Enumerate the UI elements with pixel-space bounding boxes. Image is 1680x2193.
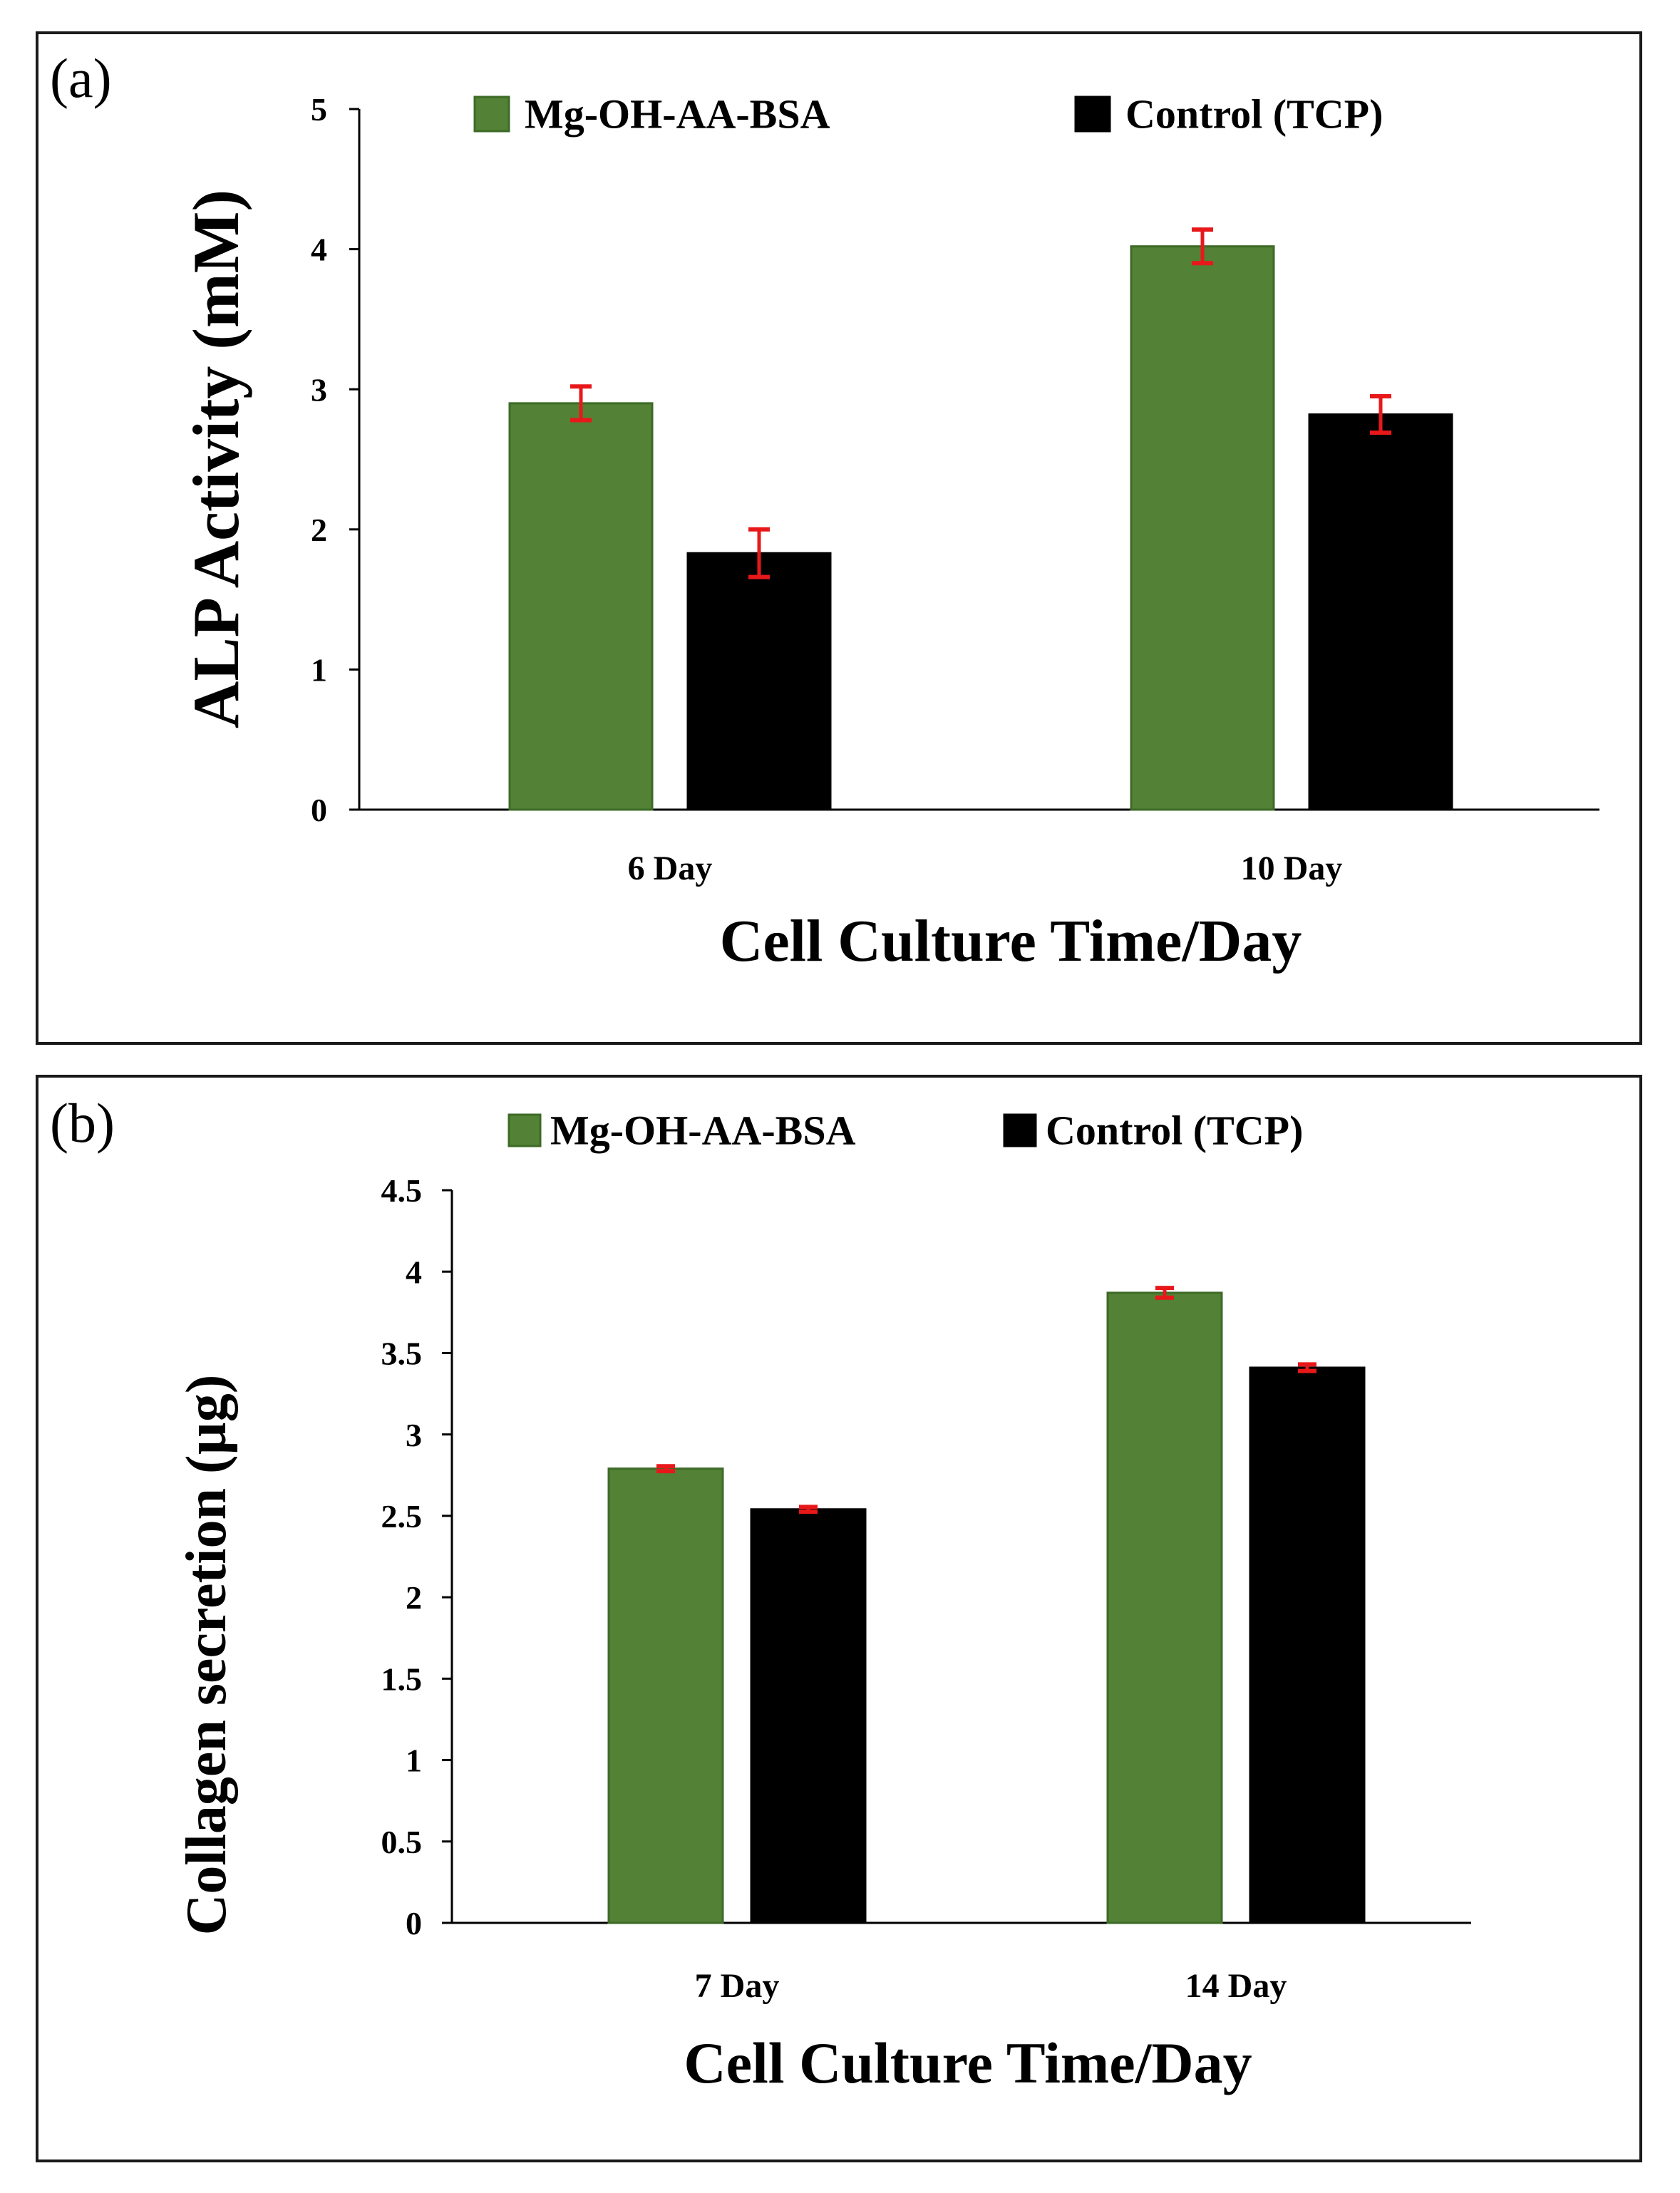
error-bar [1298, 1362, 1316, 1373]
x-tick-label: 6 Day [628, 850, 713, 887]
legend-label-mg-oh-aa-bsa: Mg-OH-AA-BSA [550, 1108, 856, 1154]
y-tick-label: 3.5 [381, 1336, 423, 1372]
y-tick-label: 4.5 [381, 1172, 423, 1209]
bar-control-tcp-1 [686, 552, 832, 811]
y-tick-label: 3 [406, 1417, 422, 1453]
legend: Mg-OH-AA-BSA Control (TCP) [473, 91, 1383, 138]
legend-label-mg-oh-aa-bsa: Mg-OH-AA-BSA [525, 91, 830, 138]
chart-panel-b: (b) 0 0.5 1 1.5 2 2.5 3 3.5 4 4.5 7 Day 14 Day Collag… [36, 1075, 1642, 2162]
bar-control-tcp-2 [1308, 413, 1453, 811]
bar-mg-oh-aa-bsa-1 [508, 402, 654, 811]
error-bar [1192, 227, 1213, 266]
legend-swatch-mg-oh-aa-bsa [507, 1113, 542, 1147]
x-axis-title: Cell Culture Time/Day [720, 908, 1302, 974]
y-tick-label: 2.5 [381, 1498, 423, 1534]
alp-activity-chart: (a) 0 1 2 3 4 5 6 Day 10 Day ALP Activity (mM) Cel… [50, 47, 1599, 974]
x-tick-label: 10 Day [1241, 850, 1343, 887]
error-bar [656, 1464, 675, 1474]
error-bar [570, 384, 592, 423]
x-tick-label: 14 Day [1185, 1967, 1287, 2005]
collagen-secretion-chart: (b) 0 0.5 1 1.5 2 2.5 3 3.5 4 4.5 7 Day 14 Day Collag… [50, 1092, 1471, 2095]
x-axis-title: Cell Culture Time/Day [684, 2031, 1252, 2095]
bar-mg-oh-aa-bsa-1 [607, 1467, 724, 1924]
error-bar [1155, 1286, 1174, 1300]
y-axis-title: ALP Activity (mM) [180, 190, 252, 728]
y-tick-label: 1 [311, 652, 327, 688]
y-tick-label: 0 [311, 792, 327, 828]
panel-label: (a) [50, 47, 112, 109]
legend-swatch-mg-oh-aa-bsa [473, 96, 510, 133]
bar-control-tcp-2 [1249, 1366, 1366, 1924]
y-tick-label: 5 [311, 91, 327, 128]
legend-swatch-control-tcp [1074, 96, 1111, 133]
y-tick-label: 2 [311, 512, 327, 548]
error-bar [1370, 394, 1391, 435]
bar-mg-oh-aa-bsa-2 [1106, 1291, 1223, 1924]
legend-swatch-control-tcp [1003, 1113, 1037, 1147]
y-tick-label: 4 [406, 1254, 422, 1290]
y-tick-label: 1 [406, 1743, 422, 1779]
y-tick-label: 3 [311, 371, 327, 408]
y-tick-label: 0 [406, 1905, 422, 1941]
error-bar [799, 1505, 818, 1515]
legend-label-control-tcp: Control (TCP) [1125, 91, 1383, 138]
y-axis-title: Collagen secretion (µg) [175, 1375, 238, 1936]
bar-control-tcp-1 [750, 1508, 867, 1924]
x-tick-label: 7 Day [695, 1967, 780, 2005]
legend: Mg-OH-AA-BSA Control (TCP) [507, 1108, 1303, 1154]
bar-mg-oh-aa-bsa-2 [1130, 245, 1275, 811]
legend-label-control-tcp: Control (TCP) [1046, 1108, 1303, 1154]
panel-label: (b) [50, 1092, 115, 1154]
y-tick-label: 4 [311, 232, 327, 268]
chart-panel-a: (a) 0 1 2 3 4 5 6 Day 10 Day ALP Activity (mM) Cel… [36, 31, 1642, 1045]
y-tick-label: 2 [406, 1579, 422, 1616]
y-tick-label: 1.5 [381, 1661, 423, 1697]
error-bar [748, 527, 770, 579]
y-tick-label: 0.5 [381, 1824, 423, 1860]
